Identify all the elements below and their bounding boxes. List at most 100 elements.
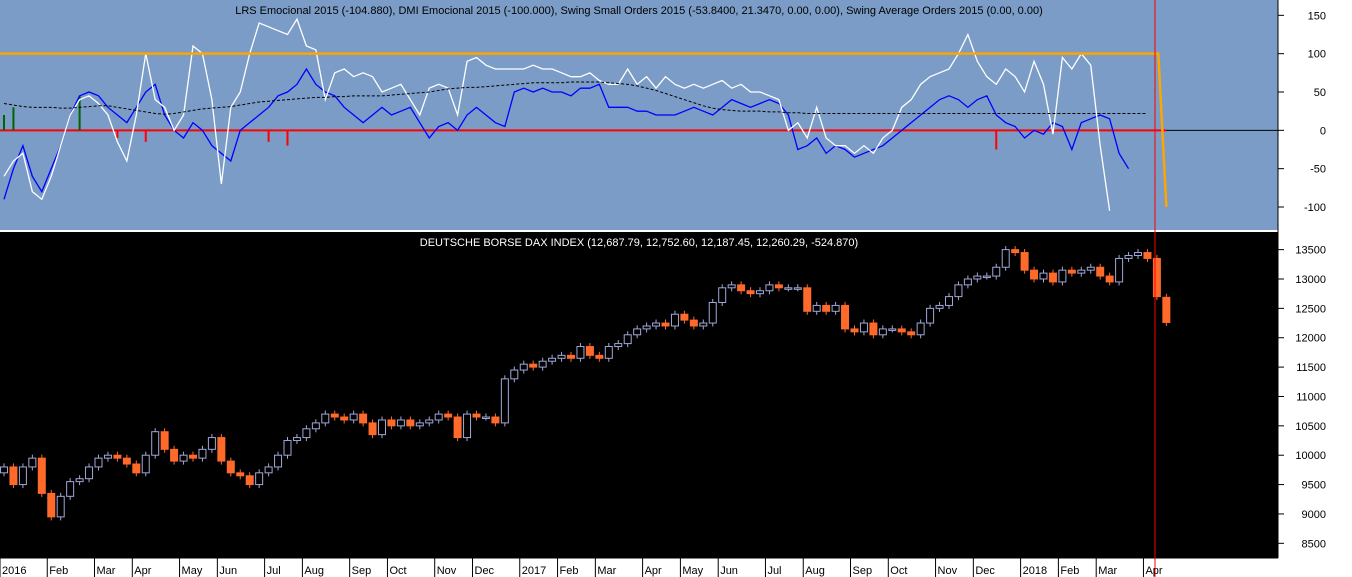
lower-ytick-label: 13500 [1295, 245, 1326, 257]
candle-body-20 [189, 454, 197, 459]
lower-ytick-label: 12500 [1295, 303, 1326, 315]
lower-ytick-label: 13000 [1295, 274, 1326, 286]
series-dashed [3, 81, 1148, 115]
candle-body-1 [9, 466, 18, 486]
xtick-label: Sep [352, 565, 372, 577]
candle-body-27 [255, 472, 264, 486]
xtick-label: May [682, 565, 703, 577]
candle-body-48 [453, 416, 462, 439]
candle-body-88 [831, 304, 840, 312]
candle-body-59 [557, 354, 566, 359]
candle-body-55 [519, 363, 528, 371]
candle-body-115 [1086, 266, 1095, 271]
xtick-label: Dec [975, 565, 995, 577]
xtick-label: Feb [49, 565, 68, 577]
candle-body-111 [1048, 272, 1057, 283]
xtick-label: Sep [853, 565, 873, 577]
candle-body-43 [406, 419, 415, 427]
candle-body-56 [529, 363, 538, 368]
lower-ytick-label: 11500 [1296, 362, 1326, 374]
candle-body-107 [1011, 249, 1020, 254]
candle-body-120 [1134, 252, 1142, 256]
candle-body-45 [425, 419, 434, 424]
candle-body-96 [907, 331, 916, 336]
candle-body-21 [198, 448, 207, 459]
lower-ytick-label: 10500 [1295, 421, 1326, 433]
xtick-label: Jul [767, 565, 781, 577]
candle-body-31 [292, 437, 301, 442]
candle-body-13 [122, 457, 131, 465]
candle-body-75 [708, 301, 717, 324]
xtick-label: Apr [1145, 565, 1162, 577]
candle-body-22 [207, 437, 216, 450]
xtick-label: Aug [805, 565, 825, 577]
candle-body-32 [302, 428, 311, 439]
candle-body-116 [1096, 266, 1105, 277]
candle-body-29 [274, 454, 283, 468]
candle-body-60 [567, 354, 575, 359]
lower-chart-title: DEUTSCHE BORSE DAX INDEX (12,687.79, 12,… [420, 237, 858, 249]
candle-body-28 [264, 466, 273, 474]
candle-body-52 [491, 416, 500, 424]
candle-body-7 [66, 481, 75, 497]
candle-body-93 [878, 328, 887, 336]
xtick-label: Jul [267, 565, 281, 577]
candle-body-24 [226, 460, 235, 474]
candle-body-99 [935, 304, 944, 309]
xtick-label: Apr [645, 565, 662, 577]
candle-body-94 [888, 328, 897, 331]
candle-body-112 [1058, 269, 1067, 283]
xtick-label: Nov [938, 565, 958, 577]
candle-body-79 [746, 290, 755, 295]
candle-body-34 [321, 413, 330, 424]
candle-body-102 [963, 278, 972, 286]
candle-body-63 [595, 354, 604, 359]
xtick-label: Apr [134, 565, 151, 577]
series-dmi [3, 17, 1111, 211]
candle-body-12 [113, 454, 122, 459]
candle-body-119 [1124, 254, 1133, 259]
candle-body-57 [538, 360, 547, 368]
candle-body-41 [387, 419, 396, 427]
xtick-label: Mar [97, 565, 116, 577]
xtick-label: Jun [720, 565, 738, 577]
candle-body-15 [141, 454, 150, 474]
upper-ytick-label: -100 [1304, 202, 1326, 214]
candle-body-103 [973, 275, 982, 280]
series-lrs [3, 67, 1130, 200]
candle-body-5 [47, 492, 56, 518]
candle-body-67 [633, 328, 642, 336]
candle-body-58 [548, 357, 557, 362]
candle-body-54 [510, 369, 519, 380]
candle-body-89 [841, 304, 850, 330]
xtick-label: 2018 [1023, 565, 1047, 577]
candle-body-30 [283, 440, 292, 456]
candle-body-76 [718, 287, 727, 303]
candle-body-86 [812, 304, 821, 312]
lower-panel-bg [0, 232, 1278, 558]
candle-body-90 [850, 328, 859, 333]
xtick-label: Mar [597, 565, 616, 577]
candle-body-123 [1162, 296, 1171, 323]
lower-ytick-label: 9500 [1302, 480, 1326, 492]
xtick-label: Feb [560, 565, 579, 577]
candle-body-72 [680, 313, 689, 321]
candle-body-104 [982, 275, 991, 279]
candle-body-81 [765, 284, 774, 292]
candle-body-108 [1020, 252, 1029, 271]
candle-body-78 [737, 284, 746, 292]
candle-body-14 [132, 463, 141, 474]
upper-ytick-label: 150 [1308, 10, 1326, 22]
candle-body-74 [699, 322, 708, 327]
candle-body-3 [28, 457, 37, 468]
xtick-label: Jun [219, 565, 237, 577]
candle-body-49 [463, 413, 472, 439]
candle-body-35 [330, 413, 339, 418]
candle-body-97 [916, 322, 925, 336]
xtick-label: Feb [1060, 565, 1079, 577]
candle-body-50 [472, 413, 481, 418]
candle-body-10 [94, 457, 103, 468]
xtick-label: Oct [890, 565, 907, 577]
